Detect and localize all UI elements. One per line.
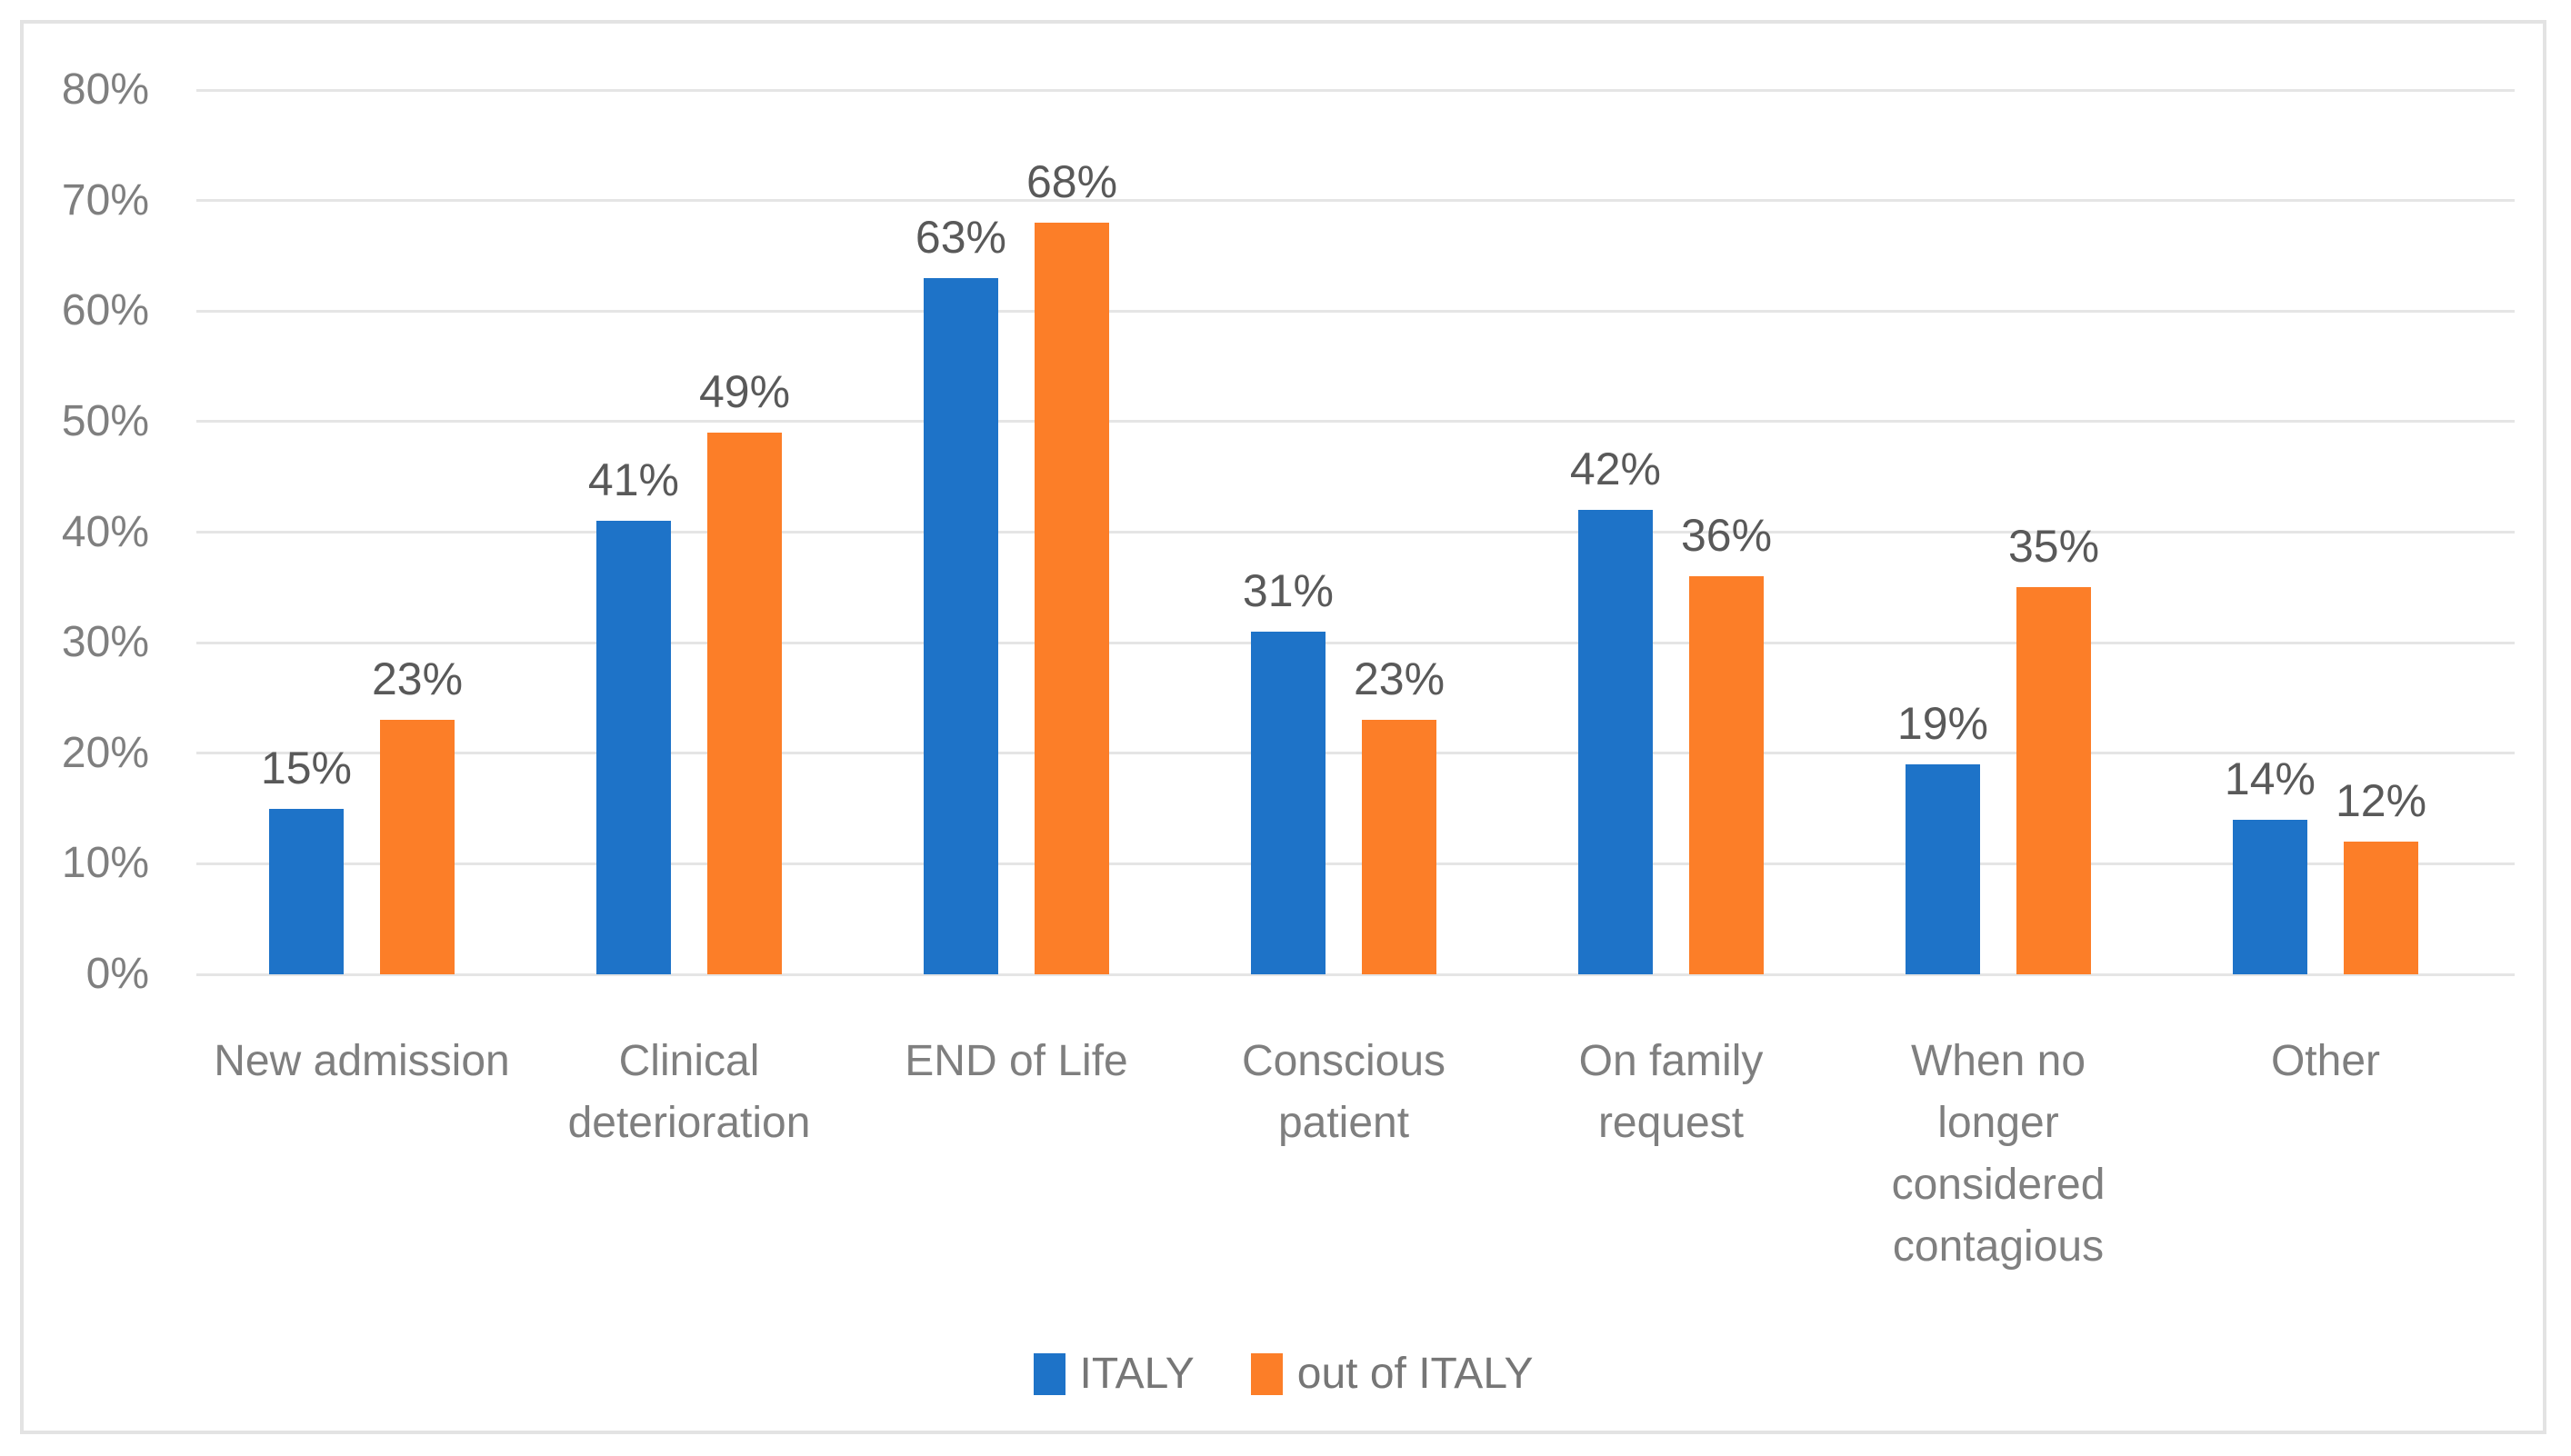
bar-group: 63% 68% [915,155,1118,974]
data-label: 12% [2336,775,2427,827]
bar-out-of-italy [1689,576,1765,974]
bar-column: 15% [261,742,352,974]
gridline [196,972,2515,976]
category-label: When no longer considered contagious [1891,1037,2106,1271]
y-axis-tick-label: 80% [61,65,149,114]
bar-group: 15% 23% [260,653,464,974]
bar-group: 14% 12% [2224,753,2427,974]
gridline [196,862,2515,865]
y-axis-tick-label: 60% [61,286,149,335]
data-label: 68% [1026,155,1118,207]
bar-column: 41% [588,454,679,974]
gridline [196,420,2515,424]
bar-out-of-italy [2016,587,2092,974]
bar-column: 31% [1243,564,1334,974]
bar-group: 42% 36% [1569,443,1773,974]
bar-column: 23% [372,653,463,974]
legend-item-italy: ITALY [1033,1349,1195,1399]
data-label: 42% [1569,444,1661,495]
data-label: 36% [1681,510,1773,562]
legend-label-italy: ITALY [1079,1350,1195,1398]
gridline [196,199,2515,203]
data-label: 19% [1896,697,1988,749]
bar-out-of-italy [707,433,783,974]
category-label: Conscious patient [1241,1037,1446,1147]
legend-item-out-of-italy: out of ITALY [1250,1349,1534,1399]
category-label: On family request [1578,1037,1764,1147]
bar-column: 42% [1570,443,1661,974]
bar-column: 23% [1354,653,1445,974]
data-label: 15% [260,742,352,793]
bar-column: 14% [2225,753,2316,974]
data-label: 49% [699,366,791,418]
bar-group: 31% 23% [1242,564,1446,974]
chart-area: 0% 10% 20% 30% 40% 50% 60% 70% 80% 15% 23% 41% 49% 6… [20,20,2546,1434]
bar-column: 12% [2336,774,2426,974]
y-axis-tick-label: 70% [61,175,149,224]
bar-group: 41% 49% [587,365,791,974]
bar-italy [1577,510,1653,974]
y-axis-tick-label: 50% [61,396,149,445]
bar-out-of-italy [380,720,455,974]
y-axis-tick-label: 0% [85,950,149,998]
category-label: Other [2270,1037,2381,1085]
bar-out-of-italy [1362,720,1437,974]
bar-column: 19% [1897,697,1988,974]
gridline [196,641,2515,644]
category-label: New admission [214,1037,510,1085]
data-label: 14% [2224,753,2316,804]
bar-group: 19% 35% [1896,520,2100,974]
legend-swatch-out-of-italy [1250,1352,1283,1395]
legend-label-out-of-italy: out of ITALY [1296,1350,1534,1398]
bar-italy [1250,631,1326,974]
data-label: 35% [2008,521,2100,573]
bar-italy [595,521,671,974]
legend: ITALY out of ITALY [24,1349,2543,1399]
y-axis-tick-label: 10% [61,839,149,888]
bar-out-of-italy [2344,842,2419,974]
bar-italy [268,808,344,974]
data-label: 23% [1354,653,1446,705]
bar-column: 36% [1681,509,1772,974]
bar-out-of-italy [1035,222,1110,974]
data-label: 31% [1242,564,1334,616]
category-label: Clinical deterioration [567,1037,811,1147]
bar-italy [2232,819,2307,974]
gridline [196,309,2515,313]
bar-column: 68% [1026,155,1117,974]
y-axis-tick-label: 20% [61,728,149,777]
bar-column: 63% [915,211,1006,974]
gridline [196,531,2515,534]
bar-italy [1905,763,1980,974]
data-label: 23% [372,653,464,705]
legend-swatch-italy [1033,1352,1065,1395]
data-label: 41% [587,454,679,506]
bar-column: 35% [2008,520,2099,974]
gridline [196,88,2515,92]
bar-italy [923,277,998,974]
gridline [196,752,2515,755]
y-axis-tick-label: 40% [61,507,149,556]
y-axis-tick-label: 30% [61,618,149,667]
data-label: 63% [915,211,1006,263]
bar-column: 49% [699,365,790,974]
category-label: END of Life [905,1037,1128,1085]
